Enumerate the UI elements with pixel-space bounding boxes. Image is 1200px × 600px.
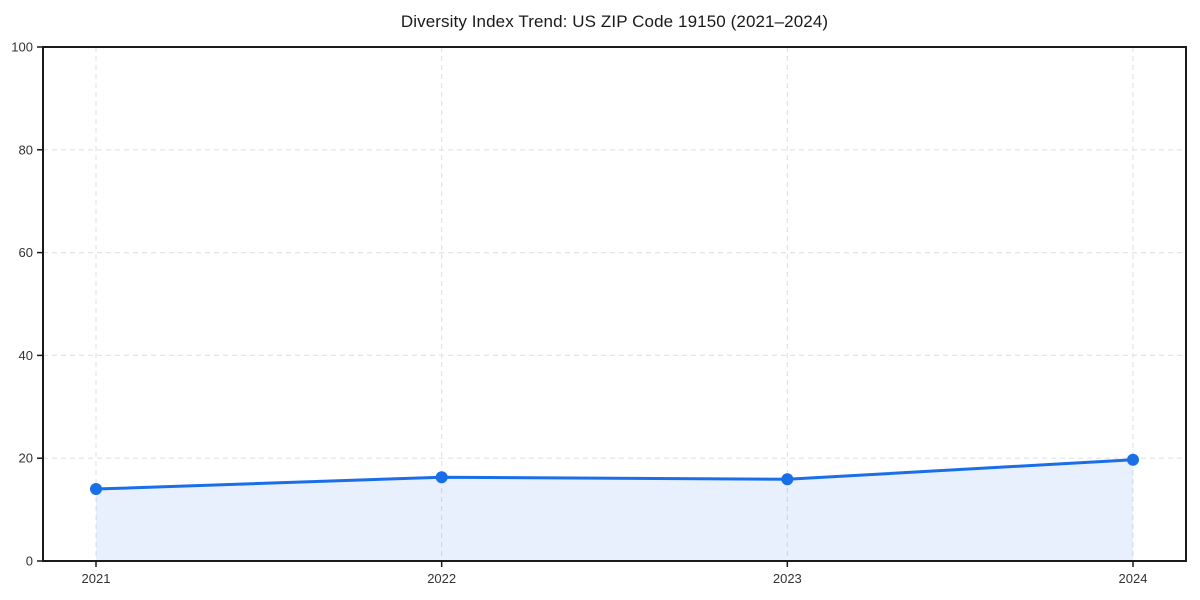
y-tick-label: 100	[11, 40, 33, 55]
y-tick-label: 20	[19, 451, 33, 466]
x-tick-label: 2022	[427, 571, 456, 586]
y-tick-label: 60	[19, 245, 33, 260]
area-fill	[96, 459, 1133, 561]
y-tick-label: 0	[26, 554, 33, 569]
plot-border	[42, 46, 1187, 562]
data-point-2024	[1127, 453, 1139, 466]
x-tick-label: 2023	[773, 571, 802, 586]
data-point-2021	[90, 483, 102, 496]
x-tick-label: 2021	[82, 571, 111, 586]
y-tick-label: 80	[19, 142, 33, 157]
data-point-2022	[435, 471, 448, 484]
data-point-2023	[781, 473, 794, 486]
chart-title: Diversity Index Trend: US ZIP Code 19150…	[400, 12, 829, 31]
y-tick-label: 40	[19, 348, 33, 363]
x-tick-label: 2024	[1119, 571, 1148, 586]
trend-line	[94, 458, 1135, 491]
